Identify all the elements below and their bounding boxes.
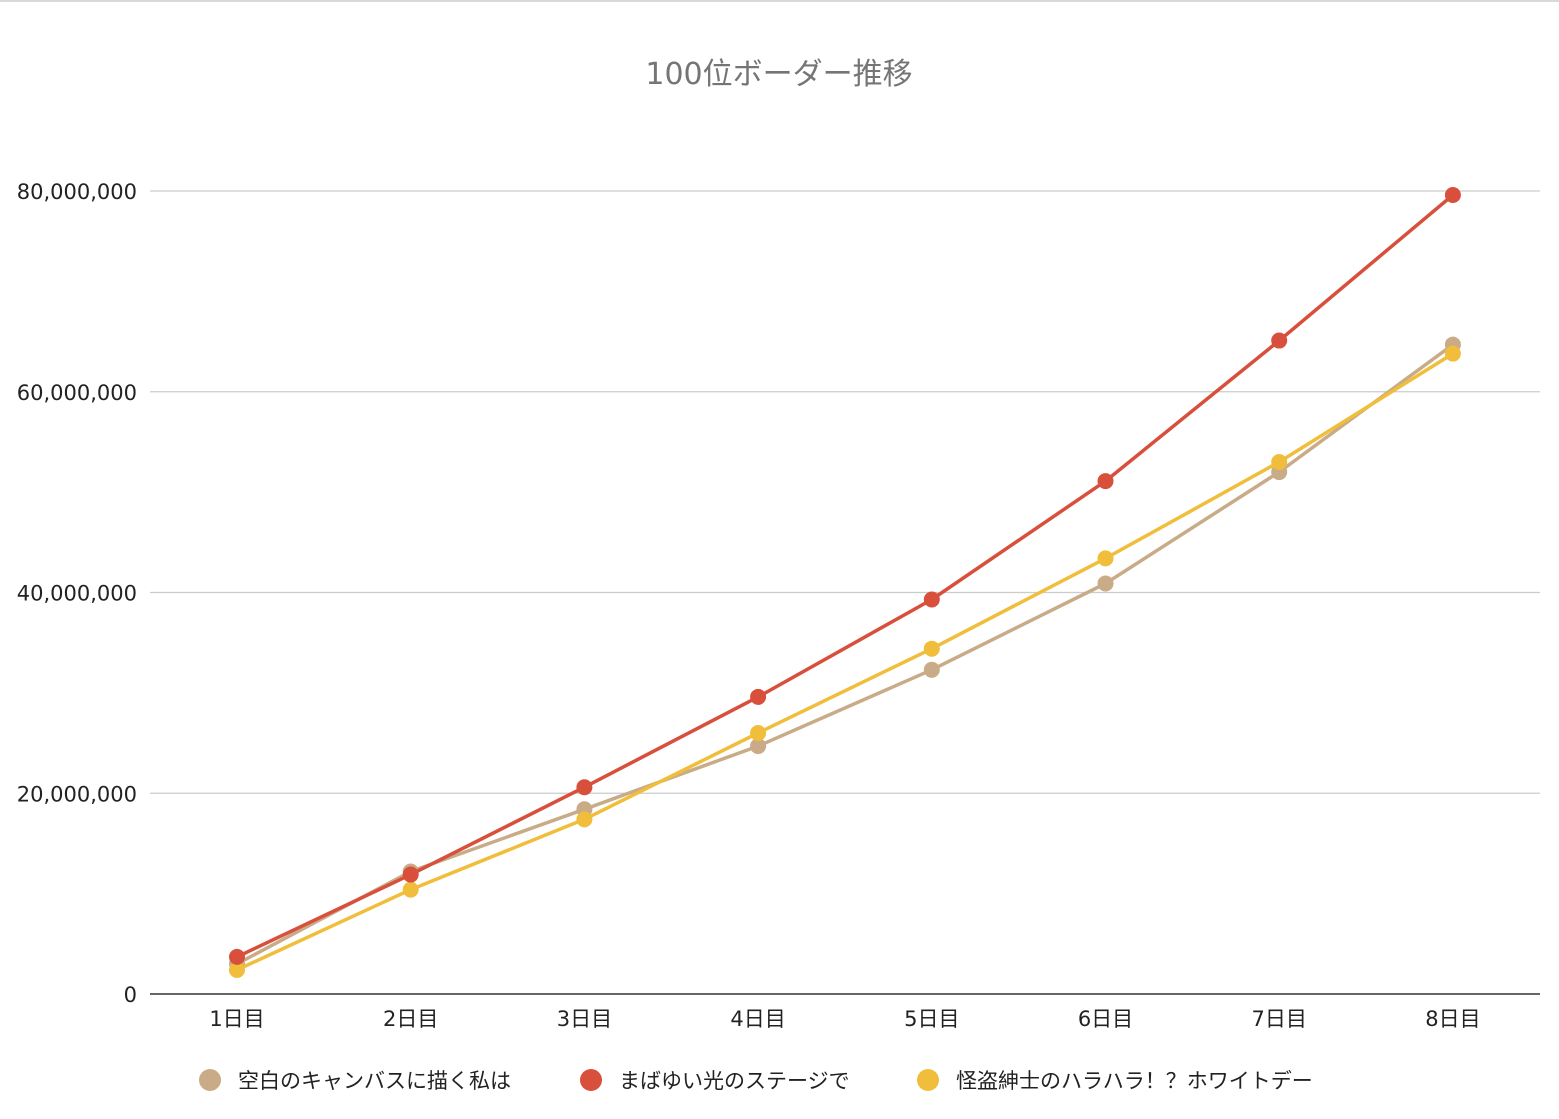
data-point [923, 661, 940, 678]
data-point [402, 866, 419, 883]
y-tick-label: 80,000,000 [17, 180, 137, 204]
data-point [1097, 473, 1114, 490]
legend-marker [199, 1069, 221, 1091]
legend-label: まばゆい光のステージで [619, 1069, 850, 1093]
y-tick-label: 0 [124, 983, 137, 1007]
x-tick-label: 3日目 [557, 1007, 612, 1031]
legend-item-2[interactable]: まばゆい光のステージで [580, 1069, 850, 1093]
series-line [236, 352, 1454, 972]
series-group [229, 187, 1461, 978]
y-tick-label: 60,000,000 [17, 381, 137, 405]
chart-title: 100位ボーダー推移 [645, 57, 912, 92]
x-tick-label: 8日目 [1425, 1007, 1480, 1031]
data-point [229, 961, 245, 978]
y-axis-ticks: 0 20,000,000 40,000,000 60,000,000 80,000,00… [17, 180, 137, 1007]
top-border [0, 0, 1559, 2]
y-tick-label: 20,000,000 [17, 782, 137, 806]
y-tick-label: 40,000,000 [17, 582, 137, 606]
data-point [923, 591, 940, 608]
legend-label: 怪盗紳士のハラハラ！？ホワイトデー [956, 1069, 1313, 1093]
legend[interactable]: 空白のキャンバスに描く私は まばゆい光のステージで 怪盗紳士のハラハラ！？ホワイトデ… [199, 1069, 1313, 1093]
x-tick-label: 7日目 [1252, 1007, 1307, 1031]
data-point [1271, 454, 1288, 471]
data-point [1271, 332, 1288, 349]
x-tick-label: 6日目 [1078, 1007, 1133, 1031]
legend-marker [580, 1069, 602, 1091]
x-tick-label: 2日目 [383, 1007, 438, 1031]
data-point [750, 688, 767, 705]
legend-label: 空白のキャンバスに描く私は [238, 1069, 511, 1093]
data-point [576, 779, 593, 796]
series-3 [229, 345, 1461, 978]
data-point [1097, 575, 1114, 592]
data-point [402, 881, 419, 898]
data-point [1444, 345, 1461, 362]
data-point [229, 948, 245, 965]
data-point [1444, 187, 1461, 204]
x-axis-ticks: 1日目 2日目 3日目 4日目 5日目 6日目 7日目 8日目 [209, 1007, 1480, 1031]
x-tick-label: 5日目 [904, 1007, 959, 1031]
legend-item-1[interactable]: 空白のキャンバスに描く私は [199, 1069, 511, 1093]
data-point [750, 738, 767, 755]
data-point [1097, 550, 1114, 567]
data-point [923, 640, 940, 657]
data-point [750, 725, 767, 742]
legend-marker [917, 1069, 939, 1091]
gridlines [150, 190, 1540, 794]
x-tick-label: 1日目 [209, 1007, 264, 1031]
data-point [576, 811, 593, 828]
series-2 [229, 187, 1461, 965]
legend-item-3[interactable]: 怪盗紳士のハラハラ！？ホワイトデー [917, 1069, 1313, 1093]
x-tick-label: 4日目 [730, 1007, 785, 1031]
series-line [236, 193, 1455, 959]
